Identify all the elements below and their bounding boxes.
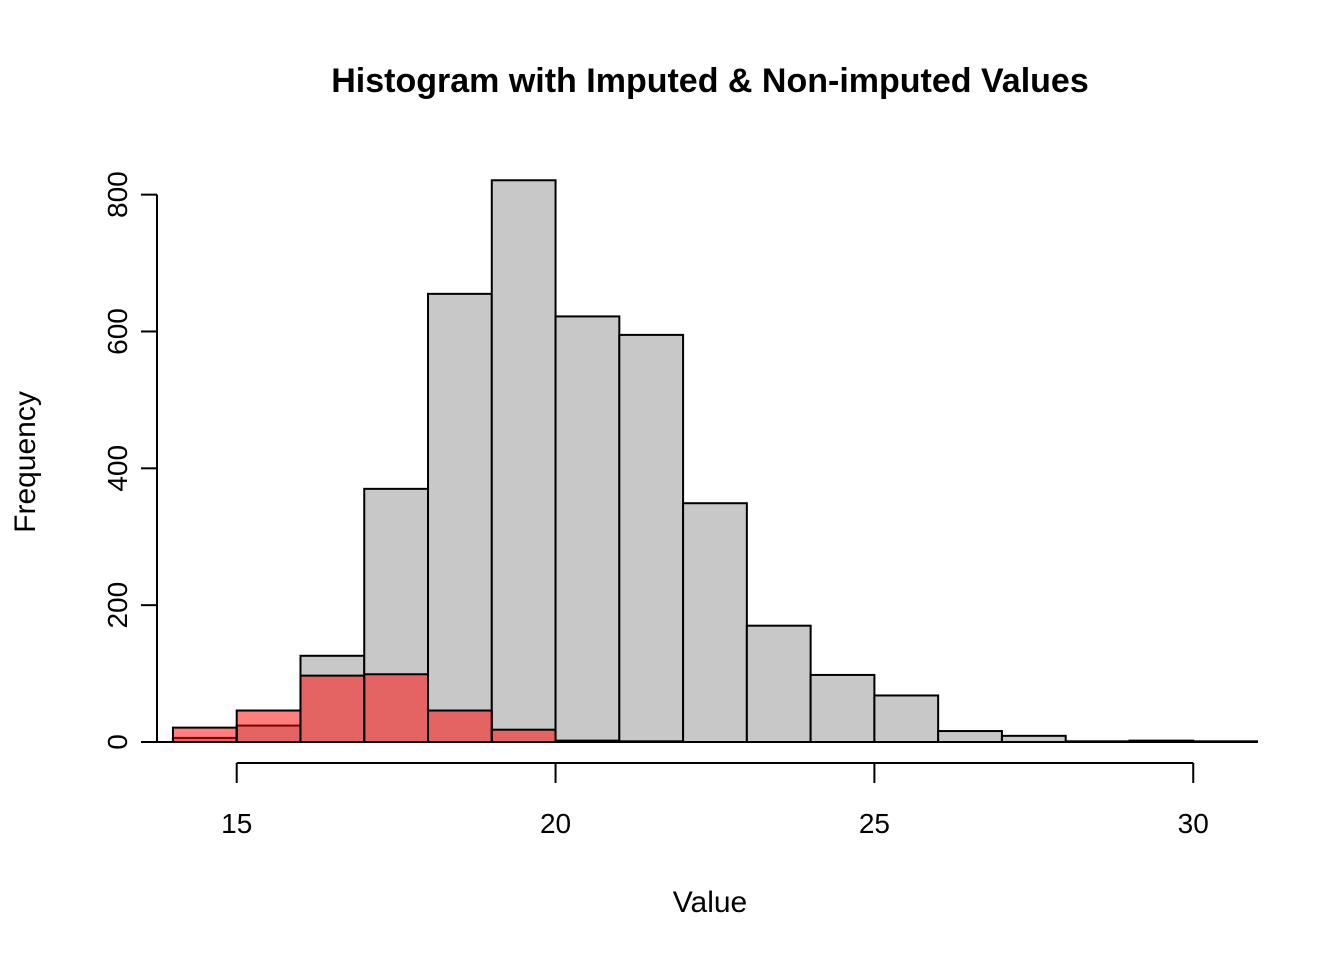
histogram-bar-series-1-bin-11 <box>809 673 876 744</box>
histogram-bar-series-1-bin-5 <box>427 292 493 743</box>
histogram-bar-series-2-bin-6 <box>490 728 557 743</box>
x-tick-label: 25 <box>859 808 890 839</box>
y-tick-label: 0 <box>102 734 133 750</box>
bars-layer <box>171 179 1259 744</box>
chart-title: Histogram with Imputed & Non-imputed Val… <box>331 62 1089 100</box>
histogram-bar-series-1-bin-7 <box>554 315 621 743</box>
histogram-bar-series-2-bin-5 <box>427 709 493 743</box>
histogram-bar-series-1-bin-12 <box>873 694 940 744</box>
histogram-bar-series-1-bin-9 <box>682 502 748 743</box>
x-tick-label: 30 <box>1178 808 1209 839</box>
histogram-bar-series-2-bin-3 <box>299 674 366 744</box>
histogram-bar-series-2-bin-2 <box>235 709 302 743</box>
y-tick-label: 600 <box>102 308 133 355</box>
histogram-bar-series-1-bin-10 <box>745 624 812 743</box>
axes-layer: 0 200 400 600 800 15 20 25 30 <box>102 171 1257 839</box>
y-tick-label: 800 <box>102 171 133 218</box>
x-tick-label: 15 <box>221 808 252 839</box>
histogram-bar-series-1-bin-8 <box>618 333 685 743</box>
x-axis-label: Value <box>673 886 748 919</box>
histogram-bar-series-2-bin-4 <box>363 673 430 744</box>
y-tick-label: 200 <box>102 582 133 629</box>
histogram-bar-series-1-bin-13 <box>937 730 1003 743</box>
y-tick-label: 400 <box>102 445 133 492</box>
y-axis-label: Frequency <box>9 391 42 533</box>
x-tick-label: 20 <box>540 808 571 839</box>
histogram-bar-series-2-bin-1 <box>171 726 238 743</box>
histogram-bar-series-1-bin-6 <box>490 179 557 744</box>
